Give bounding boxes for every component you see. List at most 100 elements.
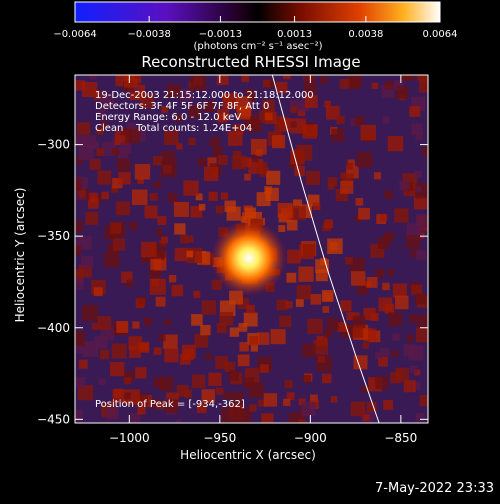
emission-cell xyxy=(350,401,366,417)
emission-cell xyxy=(138,341,150,353)
emission-cell xyxy=(215,205,224,214)
emission-cell xyxy=(153,347,162,356)
emission-cell xyxy=(193,290,201,298)
emission-cell xyxy=(303,81,317,95)
emission-cell xyxy=(89,75,97,80)
emission-cell xyxy=(96,148,104,156)
emission-cell xyxy=(419,395,428,407)
emission-cell xyxy=(139,93,154,109)
emission-cell xyxy=(93,90,104,101)
info-line-time: 19-Dec-2003 21:15:12.000 to 21:18:12.000 xyxy=(95,90,314,101)
emission-cell xyxy=(377,237,390,249)
emission-cell xyxy=(286,219,298,231)
emission-cell xyxy=(261,413,274,423)
emission-cell xyxy=(155,296,166,307)
emission-cell xyxy=(415,293,426,305)
emission-cell xyxy=(356,283,369,295)
colorbar-tick-label: 0.0064 xyxy=(423,29,458,40)
emission-cell xyxy=(191,314,203,326)
emission-cell xyxy=(224,361,236,373)
emission-cell xyxy=(262,99,275,113)
emission-cell xyxy=(396,86,409,99)
emission-cell xyxy=(350,118,358,127)
emission-cell xyxy=(387,269,395,277)
emission-cell xyxy=(167,193,178,203)
emission-cell xyxy=(203,100,215,113)
emission-cell xyxy=(176,143,183,150)
emission-cell xyxy=(99,349,110,360)
emission-cell xyxy=(326,105,340,120)
emission-cell xyxy=(378,356,388,367)
emission-cell xyxy=(409,365,418,374)
emission-cell xyxy=(256,332,270,345)
emission-cell xyxy=(358,207,370,220)
emission-cell xyxy=(186,250,194,258)
emission-cell xyxy=(416,250,426,261)
emission-cell xyxy=(313,339,329,355)
emission-cell xyxy=(99,93,115,109)
emission-cell xyxy=(321,373,332,384)
emission-cell xyxy=(249,404,257,412)
emission-cell xyxy=(123,377,132,385)
emission-cell xyxy=(241,75,250,83)
emission-cell xyxy=(179,88,193,102)
emission-cell xyxy=(132,321,140,329)
emission-cell xyxy=(163,334,178,350)
emission-cell xyxy=(75,409,83,422)
emission-cell xyxy=(198,203,206,211)
emission-cell xyxy=(366,401,377,412)
emission-cell xyxy=(394,80,404,90)
emission-cell xyxy=(409,314,418,323)
emission-cell xyxy=(204,166,219,182)
emission-cell xyxy=(380,348,390,357)
chart-title: Reconstructed RHESSI Image xyxy=(141,53,360,71)
emission-cell xyxy=(82,305,99,322)
emission-cell xyxy=(266,170,281,185)
emission-cell xyxy=(116,320,129,333)
emission-cell xyxy=(150,399,161,409)
emission-cell xyxy=(366,276,378,288)
emission-cell xyxy=(94,336,108,349)
emission-cell xyxy=(279,315,292,328)
emission-cell xyxy=(410,250,417,258)
y-axis-label: Heliocentric Y (arcsec) xyxy=(13,188,27,323)
emission-cell xyxy=(340,180,354,194)
emission-cell xyxy=(384,81,394,90)
x-tick-label: −850 xyxy=(384,431,417,445)
emission-cell xyxy=(75,220,83,233)
emission-cell xyxy=(175,419,183,423)
emission-cell xyxy=(283,75,291,80)
emission-cell xyxy=(362,414,370,421)
y-tick-label: −450 xyxy=(37,412,70,426)
emission-cell xyxy=(212,147,223,158)
emission-cell xyxy=(336,115,345,125)
emission-cell xyxy=(159,376,174,391)
emission-cell xyxy=(181,344,196,359)
y-tick-label: −400 xyxy=(37,321,70,335)
emission-cell xyxy=(272,135,286,149)
emission-cell xyxy=(116,201,130,216)
emission-cell xyxy=(270,329,286,345)
colorbar-unit-label: (photons cm⁻² s⁻¹ asec⁻²) xyxy=(193,41,322,52)
emission-cell xyxy=(405,75,415,81)
emission-cell xyxy=(152,155,163,166)
emission-cell xyxy=(415,412,425,422)
emission-cell xyxy=(153,181,162,189)
emission-cell xyxy=(419,75,428,83)
emission-cell xyxy=(201,389,216,403)
emission-cell xyxy=(232,124,244,135)
emission-cell xyxy=(354,116,365,126)
emission-cell xyxy=(302,124,317,139)
emission-cell xyxy=(337,322,347,332)
emission-cell xyxy=(392,333,400,341)
emission-cell xyxy=(247,119,262,133)
emission-cell xyxy=(274,115,285,126)
emission-cell xyxy=(371,82,379,89)
emission-cell xyxy=(144,205,158,219)
emission-cell xyxy=(137,177,144,184)
emission-cell xyxy=(75,245,82,255)
emission-cell xyxy=(418,78,428,93)
emission-cell xyxy=(208,191,218,201)
emission-cell xyxy=(256,162,268,174)
emission-cell xyxy=(107,242,118,253)
